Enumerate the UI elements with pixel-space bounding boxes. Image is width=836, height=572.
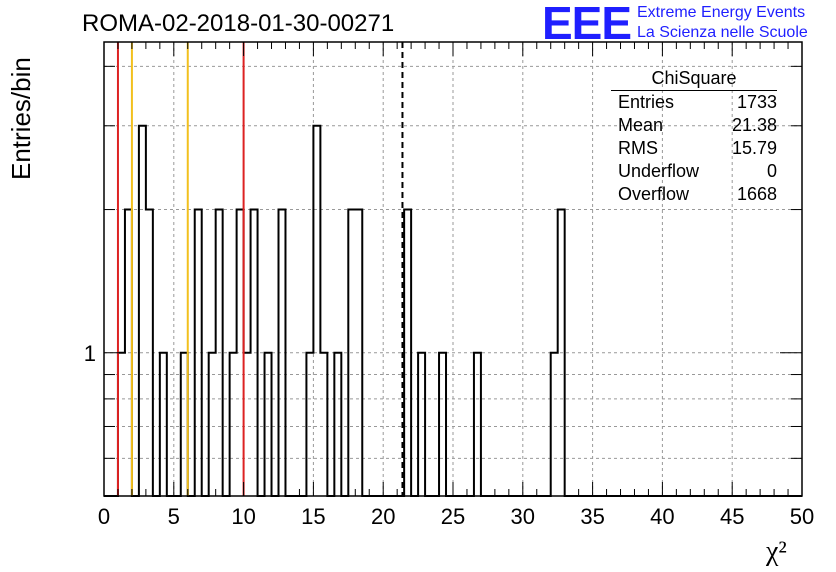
stats-row-mean: Mean 21.38 bbox=[611, 114, 777, 137]
stats-value: 1733 bbox=[736, 92, 777, 112]
axes: 0 5 10 15 20 25 30 35 40 45 50 1 bbox=[84, 41, 814, 529]
x-tick-label: 45 bbox=[720, 504, 744, 529]
stats-row-entries: Entries 1733 bbox=[611, 91, 777, 114]
x-tick-label: 30 bbox=[511, 504, 535, 529]
stats-label: RMS bbox=[618, 138, 658, 158]
x-tick-label: 35 bbox=[580, 504, 604, 529]
stats-row-rms: RMS 15.79 bbox=[611, 137, 777, 160]
eee-logo: EEE bbox=[542, 0, 632, 49]
stats-title: ChiSquare bbox=[611, 66, 777, 91]
stats-label: Underflow bbox=[618, 161, 700, 181]
x-tick-label: 50 bbox=[790, 504, 814, 529]
stats-row-overflow: Overflow 1668 bbox=[611, 183, 777, 206]
x-tick-label: 15 bbox=[301, 504, 325, 529]
stats-label: Mean bbox=[618, 115, 664, 135]
reference-lines bbox=[116, 42, 404, 496]
logo-line-1: Extreme Energy Events bbox=[637, 4, 806, 21]
logo-line-2: La Scienza nelle Scuole bbox=[637, 24, 808, 41]
stats-label: Overflow bbox=[618, 184, 690, 204]
grid bbox=[104, 42, 802, 496]
x-tick-label: 40 bbox=[650, 504, 674, 529]
x-tick-label: 20 bbox=[371, 504, 395, 529]
x-tick-label: 10 bbox=[231, 504, 255, 529]
x-tick-label: 0 bbox=[98, 504, 110, 529]
stats-label: Entries bbox=[618, 92, 675, 112]
stats-value: 1668 bbox=[736, 184, 777, 204]
stats-value: 0 bbox=[766, 161, 777, 181]
x-tick-label: 25 bbox=[441, 504, 465, 529]
stats-value: 15.79 bbox=[731, 138, 777, 158]
stats-value: 21.38 bbox=[731, 115, 777, 135]
x-axis-label: χ² bbox=[766, 536, 787, 567]
y-axis-label: Entries/bin bbox=[6, 57, 36, 180]
stats-box: ChiSquare Entries 1733 Mean 21.38 RMS 15… bbox=[611, 66, 777, 206]
y-tick-label: 1 bbox=[84, 341, 96, 366]
x-tick-label: 5 bbox=[168, 504, 180, 529]
stats-row-underflow: Underflow 0 bbox=[611, 160, 777, 183]
chart-title: ROMA-02-2018-01-30-00271 bbox=[82, 10, 395, 37]
